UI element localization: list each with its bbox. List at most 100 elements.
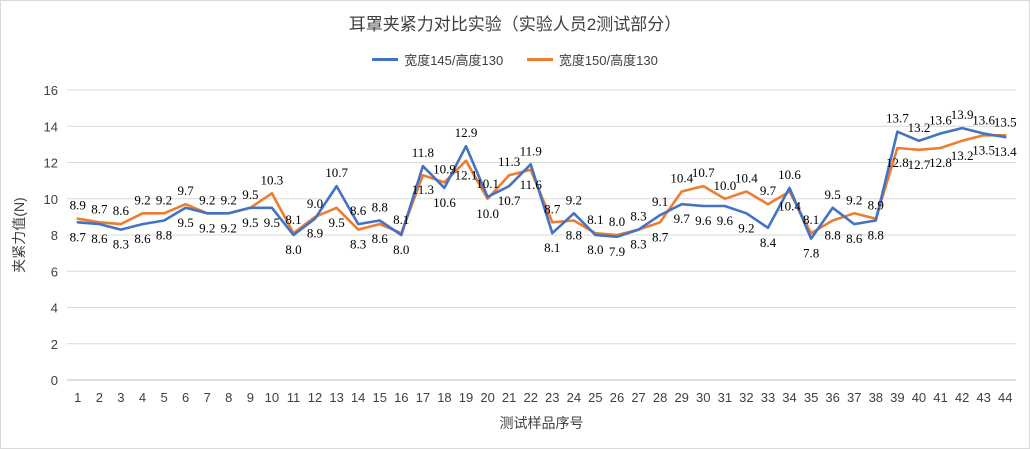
- y-tick-label: 14: [44, 119, 58, 134]
- data-label-series-1: 8.6: [846, 231, 863, 246]
- data-label-series-1: 13.9: [951, 107, 974, 122]
- data-label-series-1: 8.3: [630, 237, 646, 252]
- data-label-series-2: 11.6: [520, 177, 543, 192]
- data-label-series-1: 8.0: [285, 242, 301, 257]
- y-tick-label: 8: [51, 228, 58, 243]
- x-tick-label: 14: [351, 390, 365, 405]
- y-tick-label: 12: [44, 156, 58, 171]
- data-label-series-2: 9.2: [134, 192, 150, 207]
- data-label-series-1: 9.2: [738, 220, 754, 235]
- data-label-series-1: 9.2: [566, 192, 582, 207]
- data-label-series-2: 12.8: [929, 155, 952, 170]
- x-tick-label: 36: [825, 390, 839, 405]
- data-label-series-1: 10.7: [325, 165, 348, 180]
- x-tick-label: 6: [182, 390, 189, 405]
- x-axis-ticks: 1 2 3 4 5 6 7 8 9 10 11 12 13 14 15 16 17 18 19 20 21 22 23 24 2…: [74, 390, 1012, 405]
- x-tick-label: 17: [416, 390, 430, 405]
- x-tick-label: 41: [933, 390, 947, 405]
- x-tick-label: 25: [588, 390, 602, 405]
- data-label-series-2: 13.5: [994, 114, 1017, 129]
- data-label-series-2: 10.4: [778, 199, 801, 214]
- y-tick-label: 2: [51, 337, 58, 352]
- data-label-series-1: 9.2: [199, 220, 215, 235]
- x-tick-label: 34: [782, 390, 796, 405]
- x-tick-label: 20: [480, 390, 494, 405]
- x-tick-label: 32: [739, 390, 753, 405]
- x-tick-label: 28: [653, 390, 667, 405]
- data-label-series-1: 10.7: [498, 193, 521, 208]
- data-label-series-1: 11.8: [412, 145, 434, 160]
- x-tick-label: 4: [139, 390, 146, 405]
- x-tick-label: 3: [117, 390, 124, 405]
- data-label-series-2: 8.0: [609, 214, 625, 229]
- x-tick-label: 24: [567, 390, 581, 405]
- data-label-series-2: 12.1: [455, 168, 478, 183]
- legend-swatch-series-1: [372, 58, 399, 61]
- data-label-series-1: 11.9: [520, 143, 542, 158]
- data-label-series-2: 10.9: [433, 161, 456, 176]
- data-label-series-2: 8.8: [566, 228, 582, 243]
- x-tick-label: 38: [869, 390, 883, 405]
- data-label-series-2: 8.7: [544, 201, 561, 216]
- x-tick-label: 18: [437, 390, 451, 405]
- data-label-series-2: 8.6: [372, 231, 389, 246]
- data-label-series-2: 8.9: [868, 198, 884, 213]
- x-tick-label: 10: [265, 390, 279, 405]
- data-label-series-2: 12.8: [886, 155, 909, 170]
- data-label-series-1: 12.9: [455, 125, 478, 140]
- data-labels: 8.7 8.9 8.6 8.7 8.3 8.6 8.6 9.2 8.8 9.2 9.5 9.7 9.2 9…: [70, 107, 1017, 261]
- x-tick-label: 44: [998, 390, 1012, 405]
- data-label-series-2: 8.7: [652, 229, 669, 244]
- y-tick-label: 6: [51, 264, 58, 279]
- data-label-series-2: 13.2: [951, 148, 974, 163]
- data-label-series-2: 13.5: [972, 142, 995, 157]
- data-label-series-1: 8.8: [372, 200, 388, 215]
- data-label-series-2: 10.4: [670, 171, 693, 186]
- data-label-series-2: 8.7: [91, 201, 108, 216]
- data-label-series-2: 8.1: [803, 212, 819, 227]
- y-axis-title: 夹紧力值(N): [11, 197, 27, 272]
- data-label-series-1: 8.1: [544, 240, 560, 255]
- data-label-series-1: 9.5: [264, 215, 280, 230]
- data-label-series-1: 9.5: [242, 215, 258, 230]
- data-label-series-1: 9.1: [652, 194, 668, 209]
- data-label-series-2: 8.9: [70, 198, 86, 213]
- data-label-series-2: 11.3: [412, 182, 434, 197]
- data-label-series-1: 8.3: [113, 237, 129, 252]
- x-tick-label: 37: [847, 390, 861, 405]
- x-tick-label: 13: [329, 390, 343, 405]
- data-label-series-2: 9.7: [760, 183, 777, 198]
- data-label-series-1: 8.8: [868, 228, 884, 243]
- data-label-series-1: 8.0: [587, 242, 603, 257]
- data-label-series-2: 9.5: [328, 215, 344, 230]
- legend-swatch-series-2: [526, 58, 553, 61]
- data-label-series-1: 8.7: [70, 229, 87, 244]
- x-tick-label: 8: [225, 390, 232, 405]
- data-label-series-2: 8.1: [285, 212, 301, 227]
- data-label-series-1: 13.7: [886, 111, 909, 126]
- x-tick-label: 31: [718, 390, 732, 405]
- legend-item-series-2: 宽度150/高度130: [526, 50, 658, 69]
- data-label-series-1: 8.9: [307, 226, 323, 241]
- data-label-series-1: 9.6: [717, 213, 734, 228]
- legend-label-series-2: 宽度150/高度130: [558, 53, 658, 68]
- x-tick-label: 7: [204, 390, 211, 405]
- series-lines: [76, 126, 1007, 240]
- data-label-series-1: 10.1: [476, 176, 499, 191]
- x-tick-label: 27: [631, 390, 645, 405]
- x-tick-label: 12: [308, 390, 322, 405]
- data-label-series-2: 10.0: [476, 206, 499, 221]
- data-label-series-1: 8.6: [350, 203, 367, 218]
- x-tick-label: 19: [459, 390, 473, 405]
- y-tick-label: 10: [44, 192, 58, 207]
- data-label-series-1: 13.6: [929, 113, 952, 128]
- data-label-series-1: 9.5: [825, 187, 841, 202]
- x-tick-label: 5: [160, 390, 167, 405]
- x-axis-title: 测试样品序号: [500, 415, 584, 431]
- series-line-1: [76, 126, 1007, 240]
- data-label-series-1: 8.6: [134, 231, 151, 246]
- x-tick-label: 21: [502, 390, 516, 405]
- data-label-series-2: 9.2: [199, 192, 215, 207]
- y-axis-ticks: 0 2 4 6 8 10 12 14 16: [44, 83, 58, 388]
